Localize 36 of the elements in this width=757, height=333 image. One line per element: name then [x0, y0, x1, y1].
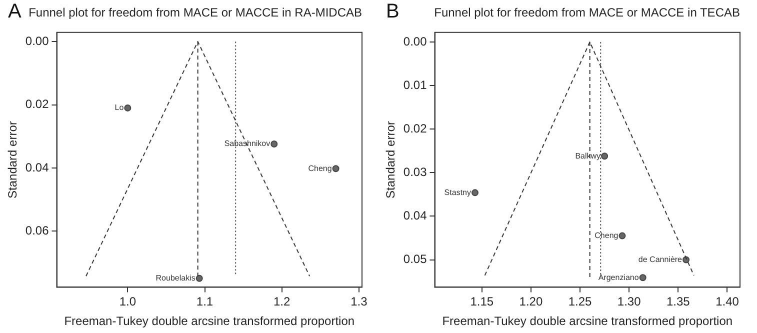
y-tick-label: 0.00: [403, 34, 428, 48]
y-tick-label: 0.02: [403, 121, 428, 136]
chart-title: Funnel plot for freedom from MACE or MACCE in TECAB: [434, 6, 740, 20]
x-tick-label: 1.35: [666, 294, 690, 309]
annotation: de Cannière: [638, 254, 683, 264]
annotation: Roubelakis: [156, 274, 196, 283]
y-tick-label: 0.05: [403, 252, 428, 266]
x-tick-label: 1.20: [519, 294, 543, 309]
x-tick-label: 1.2: [273, 294, 290, 309]
annotation: Sabashnikov: [224, 139, 270, 148]
y-axis-title: Standard error: [6, 121, 20, 198]
text: B: [386, 0, 400, 23]
x-tick-label: 1.25: [568, 294, 592, 309]
annotation: Cheng: [308, 164, 332, 173]
x-tick-label: 1.0: [119, 294, 136, 309]
y-axis-title: Standard error: [384, 121, 398, 198]
y-tick-label: 0.02: [25, 97, 50, 112]
x-axis-title: Freeman-Tukey double arcsine transformed proportion: [442, 314, 733, 328]
y-tick-label: 0.04: [25, 160, 50, 174]
x-tick-label: 1.30: [617, 294, 642, 309]
y-tick-label: 0.03: [403, 164, 428, 179]
x-tick-label: 1.15: [470, 294, 494, 309]
annotation: Argenziano: [598, 272, 640, 282]
x-tick-label: 1.40: [716, 294, 740, 309]
text: A: [8, 0, 22, 23]
y-tick-label: 0.04: [403, 208, 428, 223]
y-tick-label: 0.01: [403, 78, 428, 92]
annotation: Cheng: [594, 231, 618, 240]
annotation: Stastny: [444, 188, 471, 197]
x-tick-label: 1.3: [350, 294, 368, 309]
x-axis-title: Freeman-Tukey double arcsine transformed proportion: [64, 314, 355, 328]
annotation: Lo: [114, 103, 124, 112]
y-tick-label: 0.06: [25, 224, 50, 238]
y-tick-label: 0.00: [25, 34, 50, 48]
x-tick-label: 1.1: [196, 294, 214, 309]
chart-title: Funnel plot for freedom from MACE or MACCE in RA-MIDCAB: [28, 6, 362, 20]
